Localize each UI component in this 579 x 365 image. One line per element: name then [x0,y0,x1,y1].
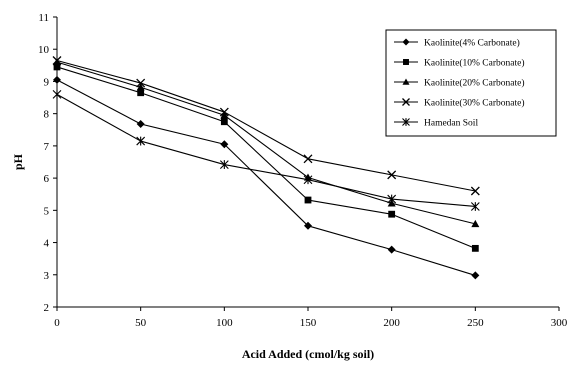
legend-label: Kaolinite(4% Carbonate) [424,38,520,49]
data-point [219,107,229,117]
legend-item: Hamedan Soil [394,118,478,129]
data-point [387,170,397,180]
data-point [53,75,61,84]
legend-box [385,29,557,137]
data-point [220,118,228,126]
legend-item: Kaolinite(20% Carbonate) [394,78,525,89]
series-5 [52,89,480,211]
y-tick-label: 5 [44,205,50,217]
y-tick-label: 10 [38,44,50,56]
data-point [136,119,145,128]
series-layer [52,56,480,280]
data-point [220,111,229,119]
axes: 2 3 4 5 6 7 8 9 10 11 0 50 100 150 200 250 300 [38,12,568,329]
data-point [471,219,480,228]
data-point [471,244,479,252]
y-tick-label: 4 [44,238,50,250]
x-tick-label: 300 [551,317,568,329]
legend-marker [402,98,410,106]
data-point [219,160,229,169]
y-tick-label: 8 [44,109,50,121]
y-tick-label: 7 [44,141,50,153]
data-point [53,63,61,71]
legend-marker [402,38,410,46]
series-line [56,59,476,192]
x-tick-label: 250 [467,317,484,329]
y-tick-label: 9 [44,76,50,88]
legend: Kaolinite(4% Carbonate) Kaolinite(10% Car… [385,29,557,137]
series-line [56,79,476,276]
data-point [471,271,480,280]
legend-item: Kaolinite(30% Carbonate) [394,98,525,109]
data-point [387,194,397,204]
legend-label: Kaolinite(10% Carbonate) [424,58,525,69]
y-axis-title: pH [11,153,25,170]
data-point [52,89,62,99]
data-point [387,245,396,254]
series-line [56,61,476,225]
legend-label: Hamedan Soil [424,119,478,129]
data-point [52,56,62,65]
series-line [56,66,476,249]
data-point [220,140,229,149]
series-line [56,93,476,208]
x-tick-label: 100 [216,317,233,329]
data-point [470,202,480,211]
data-point [304,221,312,230]
legend-label: Kaolinite(30% Carbonate) [424,98,525,109]
x-axis-title: Acid Added (cmol/kg soil) [242,347,374,361]
y-tick-label: 2 [44,302,50,314]
data-point [136,83,145,91]
y-tick-label: 6 [44,173,50,185]
legend-label: Kaolinite(20% Carbonate) [424,78,525,89]
data-point [303,154,313,164]
legend-marker [402,78,410,85]
legend-item: Kaolinite(4% Carbonate) [394,38,520,49]
data-point [470,186,480,196]
legend-marker [403,59,409,65]
series-4 [52,56,480,196]
legend-marker [402,118,410,126]
y-tick-label: 3 [44,270,50,282]
x-tick-label: 200 [383,317,400,329]
data-point [136,136,146,146]
data-point [388,210,396,218]
data-point [136,78,146,88]
legend-item: Kaolinite(10% Carbonate) [394,58,525,69]
x-tick-label: 150 [300,317,317,329]
x-tick-label: 50 [135,317,147,329]
series-1 [53,75,480,280]
data-point [304,196,312,204]
y-tick-label: 11 [38,12,49,24]
series-2 [53,63,479,252]
data-point [303,175,313,185]
x-tick-label: 0 [54,317,60,329]
data-point [53,58,61,66]
data-point [137,89,145,97]
